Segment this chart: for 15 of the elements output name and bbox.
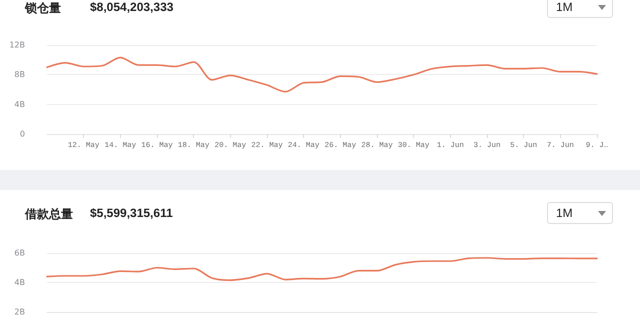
chart-title: 借款总量 — [25, 206, 73, 223]
y-tick-label: 8B — [14, 70, 25, 80]
y-tick-label: 6B — [14, 248, 25, 258]
dropdown: 1M — [547, 202, 613, 224]
dropdown: 1M — [547, 0, 613, 18]
chart-subtitle: $5,599,315,611 — [90, 206, 173, 220]
chart-title: 锁仓量 — [25, 0, 61, 17]
y-tick-label: 2B — [14, 308, 25, 316]
chart-subtitle: $8,054,203,333 — [90, 0, 174, 14]
y-tick-label: 12B — [9, 40, 25, 50]
line-series — [46, 56, 598, 93]
line-series — [46, 257, 598, 281]
y-tick-label: 0 — [20, 130, 25, 138]
y-tick-label: 4B — [14, 278, 25, 287]
y-tick-label: 4B — [14, 100, 25, 109]
